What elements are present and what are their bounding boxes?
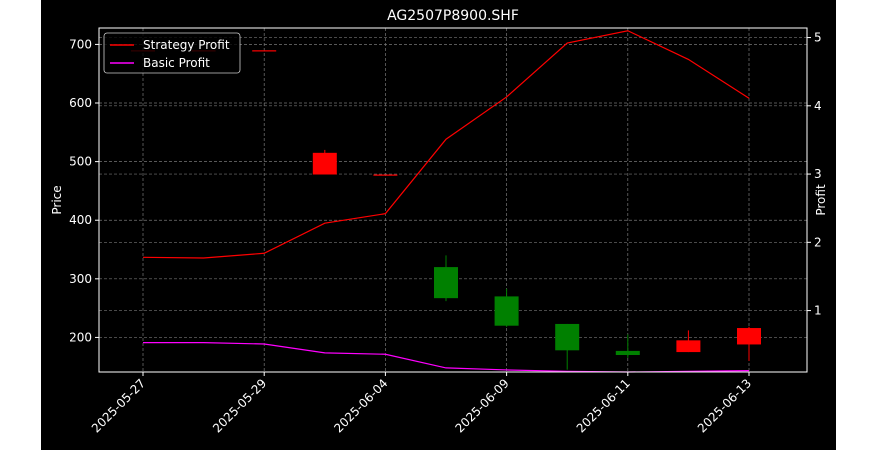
candle-body: [252, 50, 277, 52]
candle-body: [555, 323, 580, 351]
plot-frame: [98, 27, 808, 373]
y-tick-label-left: 600: [69, 96, 92, 110]
candle-body: [434, 267, 458, 299]
chart-canvas: AG2507P8900.SHF Price Profit 200 300 400 50…: [50, 8, 828, 435]
y-tick-label-left: 400: [69, 213, 92, 227]
x-tick-label: 2025-06-04: [331, 376, 390, 435]
candle-body: [737, 328, 761, 345]
candle-body: [615, 350, 640, 356]
y-tick-label-right: 2: [814, 235, 822, 249]
x-tick-label: 2025-06-11: [574, 376, 633, 435]
y-axis-label-left: Price: [50, 185, 64, 214]
y-tick-label-left: 200: [69, 330, 92, 344]
y-tick-label-left: 700: [69, 37, 92, 51]
y-tick-label-left: 300: [69, 272, 92, 286]
y-axis-label-right: Profit: [814, 184, 828, 216]
chart-figure: AG2507P8900.SHF Price Profit 200 300 400 50…: [41, 0, 836, 450]
y-tick-label-left: 500: [69, 155, 92, 169]
y-tick-label-right: 5: [814, 31, 822, 45]
candle-body: [494, 296, 519, 326]
basic-profit-line: [143, 342, 750, 373]
legend-box: [103, 32, 241, 74]
candle-body: [373, 174, 398, 176]
legend-label-basic: Basic Profit: [143, 56, 210, 70]
candle-body: [312, 152, 337, 175]
x-tick-label: 2025-05-29: [210, 376, 269, 435]
y-tick-label-right: 1: [814, 304, 822, 318]
strategy-profit-line: [142, 30, 750, 259]
candle-body: [676, 340, 701, 353]
y-tick-label-right: 3: [814, 167, 822, 181]
y-tick-label-right: 4: [814, 99, 822, 113]
legend-label-strategy: Strategy Profit: [143, 38, 230, 52]
x-tick-label: 2025-05-27: [89, 376, 148, 435]
chart-title: AG2507P8900.SHF: [387, 8, 519, 24]
x-tick-label: 2025-06-09: [453, 376, 512, 435]
x-tick-label: 2025-06-13: [695, 376, 754, 435]
